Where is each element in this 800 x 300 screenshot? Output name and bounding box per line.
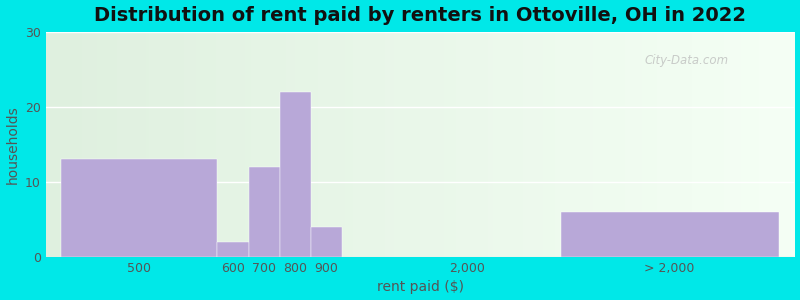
Bar: [561, 212, 779, 257]
X-axis label: rent paid ($): rent paid ($): [377, 280, 464, 294]
Bar: [280, 92, 311, 257]
Bar: [62, 159, 218, 257]
Title: Distribution of rent paid by renters in Ottoville, OH in 2022: Distribution of rent paid by renters in …: [94, 6, 746, 25]
Bar: [218, 242, 249, 257]
Bar: [311, 227, 342, 257]
Y-axis label: households: households: [6, 105, 19, 184]
Text: City-Data.com: City-Data.com: [645, 54, 729, 67]
Bar: [249, 167, 280, 257]
